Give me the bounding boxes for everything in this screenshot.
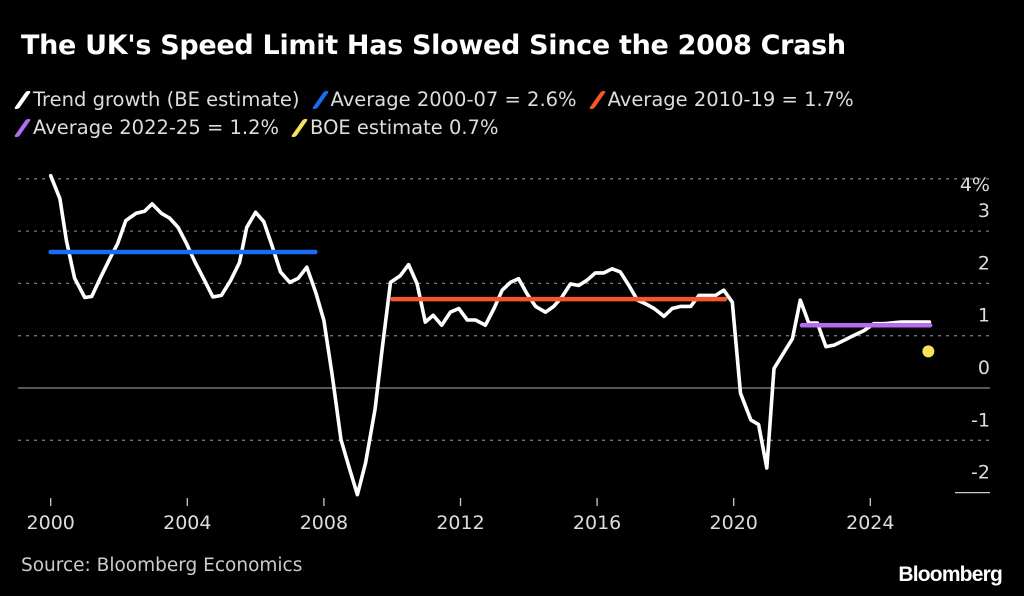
- y-tick-label: 0: [978, 357, 990, 379]
- chart-title: The UK's Speed Limit Has Slowed Since th…: [21, 30, 846, 61]
- y-tick-label: 4%: [960, 174, 990, 196]
- y-tick-label: -1: [971, 409, 990, 431]
- legend-label: Average 2010-19 = 1.7%: [607, 88, 854, 111]
- legend-item-avg-2022-25: Average 2022-25 = 1.2%: [13, 116, 280, 139]
- x-tick-label: 2008: [300, 512, 348, 534]
- legend-item-avg-2000-07: Average 2000-07 = 2.6%: [311, 88, 577, 111]
- legend-item-avg-2010-19: Average 2010-19 = 1.7%: [588, 88, 854, 111]
- legend-label: BOE estimate 0.7%: [310, 116, 499, 139]
- y-tick-label: -2: [971, 462, 990, 484]
- y-tick-label: 1: [978, 305, 990, 327]
- legend-label: Average 2022-25 = 1.2%: [33, 116, 280, 139]
- x-tick-label: 2004: [163, 512, 211, 534]
- x-tick-label: 2000: [27, 512, 75, 534]
- source-note: Source: Bloomberg Economics: [21, 555, 303, 576]
- x-tick-label: 2012: [436, 512, 484, 534]
- x-tick-label: 2024: [846, 512, 894, 534]
- x-tick-label: 2020: [710, 512, 758, 534]
- y-tick-label: 3: [978, 200, 990, 222]
- y-tick-label: 2: [978, 252, 990, 274]
- legend-item-trend: Trend growth (BE estimate): [13, 88, 300, 111]
- legend-row-1: Trend growth (BE estimate) Average 2000-…: [13, 88, 854, 111]
- legend-label: Average 2000-07 = 2.6%: [330, 88, 577, 111]
- bloomberg-logo: Bloomberg: [898, 563, 1002, 586]
- legend-item-boe-estimate: BOE estimate 0.7%: [290, 116, 499, 139]
- legend-row-2: Average 2022-25 = 1.2% BOE estimate 0.7%: [13, 116, 499, 139]
- legend-label: Trend growth (BE estimate): [33, 88, 300, 111]
- boe-estimate-point: [922, 345, 935, 358]
- x-tick-label: 2016: [573, 512, 621, 534]
